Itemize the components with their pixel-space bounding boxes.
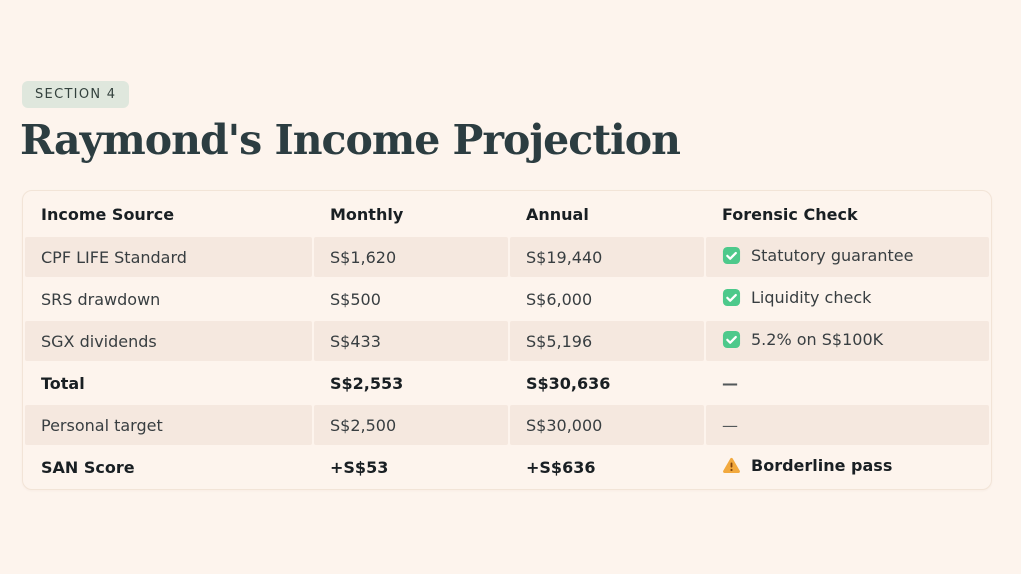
cell-income-source: Personal target [25,405,312,446]
cell-annual: S$19,440 [510,237,704,278]
cell-forensic-check: — [706,405,989,446]
cell-monthly: S$2,553 [330,373,404,393]
cell-forensic-check: — [706,363,989,403]
cell-forensic-check: 5.2% on S$100K [706,321,989,362]
table-row: CPF LIFE Standard S$1,620 S$19,440 [25,237,989,278]
cell-annual: +S$636 [526,457,596,477]
forensic-check-text: — [722,415,738,435]
cell-annual: S$30,636 [526,373,611,393]
income-table-container: Income Source Monthly Annual Forensic Ch… [22,190,992,491]
forensic-check-text: 5.2% on S$100K [751,329,884,349]
header-income-source: Income Source [41,204,175,224]
check-icon [722,288,741,307]
header-annual: Annual [526,204,589,224]
cell-monthly: +S$53 [330,457,389,477]
check-icon [722,246,741,265]
cell-income-source: SRS drawdown [41,289,161,309]
forensic-check-text: Statutory guarantee [751,245,914,265]
cell-forensic-check: Statutory guarantee [706,237,989,278]
cell-monthly: S$1,620 [314,237,508,278]
cell-annual: S$5,196 [510,321,704,362]
table-row: SGX dividends S$433 S$5,196 [25,321,989,362]
forensic-check-text: Liquidity check [751,287,872,307]
section-badge: SECTION 4 [22,81,130,108]
table-row: SRS drawdown S$500 S$6,000 [25,279,989,319]
page-title: Raymond's Income Projection [20,116,681,164]
cell-forensic-check: Liquidity check [706,279,989,319]
cell-annual: S$6,000 [526,289,593,309]
cell-forensic-check: Borderline pass [706,447,989,487]
cell-income-source: SAN Score [41,457,135,477]
warning-icon [722,456,741,475]
table-header-row: Income Source Monthly Annual Forensic Ch… [25,193,989,235]
header-monthly: Monthly [330,204,404,224]
check-icon [722,330,741,349]
income-projection-table: Income Source Monthly Annual Forensic Ch… [23,191,991,489]
cell-income-source: CPF LIFE Standard [25,237,312,278]
cell-annual: S$30,000 [510,405,704,446]
table-row: Personal target S$2,500 S$30,000 [25,405,989,446]
table-row: Total S$2,553 S$30,636 — [25,363,989,403]
page: SECTION 4 Raymond's Income Projection In… [20,81,992,491]
cell-income-source: Total [41,373,85,393]
cell-monthly: S$2,500 [314,405,508,446]
table-row: SAN Score +S$53 +S$636 Bord [25,447,989,487]
forensic-check-text: Borderline pass [751,456,893,476]
cell-monthly: S$433 [314,321,508,362]
cell-monthly: S$500 [330,289,381,309]
forensic-check-text: — [722,373,738,393]
header-forensic-check: Forensic Check [722,204,858,224]
cell-income-source: SGX dividends [25,321,312,362]
